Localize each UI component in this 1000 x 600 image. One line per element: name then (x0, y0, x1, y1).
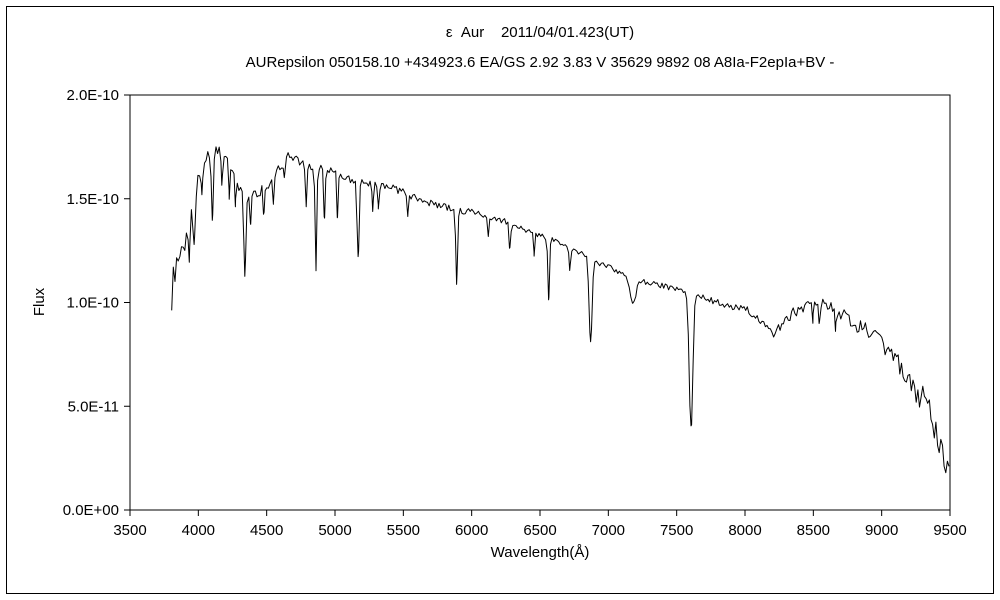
y-tick-label: 2.0E-10 (66, 87, 119, 104)
x-tick-label: 5500 (387, 522, 420, 539)
y-tick-label: 0.0E+00 (63, 502, 119, 519)
x-tick-label: 9500 (933, 522, 966, 539)
plot-frame (129, 94, 951, 511)
x-tick-label: 9000 (865, 522, 898, 539)
x-axis-label: Wavelength(Å) (490, 544, 590, 561)
x-tick-label: 6000 (455, 522, 488, 539)
y-tick-label: 1.5E-10 (66, 191, 119, 208)
x-tick-label: 7500 (660, 522, 693, 539)
chart-border (6, 6, 994, 594)
x-tick-label: 3500 (113, 522, 146, 539)
chart-title: ε Aur 2011/04/01.423(UT) (445, 24, 635, 41)
x-tick-label: 8500 (797, 522, 830, 539)
x-tick-label: 4000 (182, 522, 215, 539)
x-tick-label: 5000 (318, 522, 351, 539)
y-tick-label: 5.0E-11 (68, 398, 119, 415)
chart-subtitle: AURepsilon 050158.10 +434923.6 EA/GS 2.9… (245, 54, 835, 71)
x-tick-label: 6500 (523, 522, 556, 539)
x-tick-label: 8000 (728, 522, 761, 539)
x-tick-label: 7000 (592, 522, 625, 539)
spectrum-line (171, 146, 950, 474)
x-tick-label: 4500 (250, 522, 283, 539)
y-tick-label: 1.0E-10 (66, 295, 119, 312)
